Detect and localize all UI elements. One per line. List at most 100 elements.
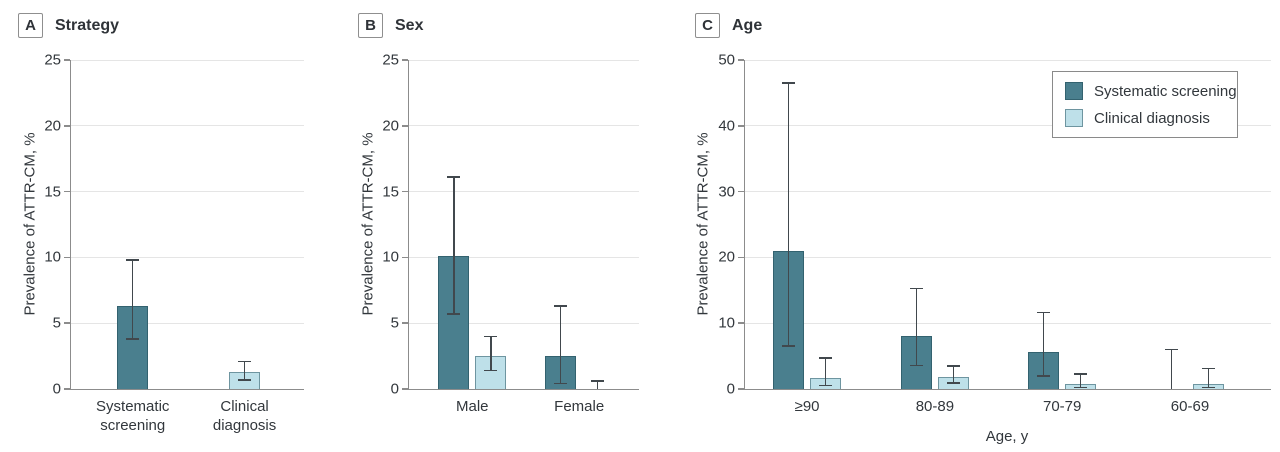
y-tick-label: 20 (382, 117, 399, 135)
y-axis-tick (64, 125, 70, 127)
x-tick-label: Male (455, 398, 489, 415)
y-tick-label: 10 (44, 248, 61, 266)
y-axis-tick (402, 190, 408, 193)
y-tick-label: 40 (718, 117, 735, 135)
gridline (745, 322, 1271, 324)
y-tick-label: 5 (390, 314, 399, 332)
error-bar-line (824, 358, 827, 386)
gridline (71, 125, 304, 127)
error-bar-cap (126, 259, 140, 261)
y-axis-tick (738, 322, 744, 324)
y-axis-label-a: Prevalence of ATTR-CM, % (21, 132, 39, 316)
error-bar-cap (484, 335, 498, 338)
error-bar-line (453, 177, 455, 314)
error-bar-cap (484, 369, 498, 372)
x-tick-label: Systematic screening (96, 398, 170, 434)
error-bar-cap (447, 176, 461, 178)
y-axis-tick (64, 322, 70, 324)
x-axis-title-age: Age, y (985, 428, 1029, 445)
error-bar-cap (819, 384, 833, 387)
legend-entry-clinical: Clinical diagnosis (1065, 109, 1225, 127)
error-bar-cap (447, 313, 461, 315)
legend: Systematic screening Clinical diagnosis (1052, 71, 1238, 138)
y-axis-tick (64, 256, 70, 259)
panel-c-letter: C (695, 13, 720, 38)
y-axis-label-b: Prevalence of ATTR-CM, % (359, 132, 377, 316)
error-bar-line (1207, 368, 1210, 388)
y-axis-tick (402, 59, 408, 61)
panel-b-title: Sex (395, 16, 424, 34)
y-tick-label: 10 (718, 314, 735, 332)
legend-entry-systematic: Systematic screening (1065, 82, 1237, 100)
error-bar-cap (782, 82, 796, 84)
error-bar-cap (238, 379, 252, 381)
systematic-screening-swatch-icon (1065, 82, 1083, 100)
gridline (409, 256, 639, 258)
y-axis-tick (64, 190, 70, 193)
panel-a-plot: 0 5 10 15 20 25 Systematic screening Clinical dia… (44, 52, 304, 434)
y-tick-label: 15 (44, 183, 61, 201)
x-tick-label: Female (554, 398, 605, 415)
error-bar-line (1042, 312, 1045, 376)
y-axis-label-c: Prevalence of ATTR-CM, % (694, 132, 712, 316)
gridline (409, 191, 639, 193)
y-axis-tick (402, 322, 408, 324)
error-bar-cap (1201, 367, 1215, 370)
error-bar-cap (1037, 311, 1051, 314)
y-tick-label: 5 (52, 314, 61, 332)
legend-label-clinical: Clinical diagnosis (1094, 109, 1210, 127)
y-axis-tick (738, 59, 744, 61)
error-bar-cap (909, 287, 923, 290)
error-bar-cap (782, 345, 796, 347)
panel-c-plot: 0 10 20 30 40 50 ≥90 80-89 70-79 60-69 (718, 52, 1271, 415)
error-bar-line (1079, 373, 1082, 388)
gridline (745, 59, 1271, 61)
gridline (71, 256, 304, 258)
y-axis-tick (64, 59, 70, 61)
y-axis-tick (402, 388, 408, 390)
gridline (745, 125, 1271, 127)
gridline (409, 59, 639, 61)
y-axis-tick (402, 256, 408, 259)
y-axis-tick (738, 190, 744, 193)
error-bar-line (915, 288, 918, 366)
error-bar-cap (554, 305, 568, 307)
y-axis-tick (402, 125, 408, 127)
error-bar-line (952, 365, 955, 384)
gridline (409, 125, 639, 127)
y-tick-label: 20 (718, 248, 735, 266)
error-bar-cap (238, 360, 252, 363)
y-tick-label: 25 (382, 51, 399, 69)
legend-label-systematic: Systematic screening (1094, 82, 1237, 100)
y-tick-label: 0 (390, 380, 399, 398)
gridline (71, 191, 304, 193)
error-bar-line (559, 306, 562, 384)
error-bar-cap (819, 357, 833, 359)
y-tick-label: 50 (718, 51, 735, 69)
y-tick-label: 20 (44, 117, 61, 135)
y-tick-label: 30 (718, 183, 735, 201)
panel-b-letter: B (358, 13, 383, 38)
panel-b-header: B Sex (358, 13, 423, 38)
error-bar-line (596, 381, 599, 389)
error-bar-cap (1074, 373, 1088, 375)
gridline (745, 191, 1271, 193)
error-bar-cap (909, 364, 923, 367)
y-axis-tick (738, 256, 744, 259)
y-axis-tick (738, 388, 744, 390)
error-bar-cap (1201, 386, 1215, 389)
error-bar-cap (554, 382, 568, 385)
y-tick-label: 10 (382, 248, 399, 266)
y-tick-label: 25 (44, 51, 61, 69)
gridline (71, 322, 304, 324)
gridline (745, 256, 1271, 258)
gridline (71, 59, 304, 61)
error-bar-cap (591, 380, 605, 382)
error-bar-line (787, 83, 790, 347)
error-bar-cap (1074, 386, 1088, 389)
error-bar-line (1170, 349, 1173, 389)
y-axis-tick (64, 388, 70, 390)
gridline (409, 322, 639, 324)
panel-a-letter: A (18, 13, 43, 38)
error-bar-cap (946, 365, 960, 367)
